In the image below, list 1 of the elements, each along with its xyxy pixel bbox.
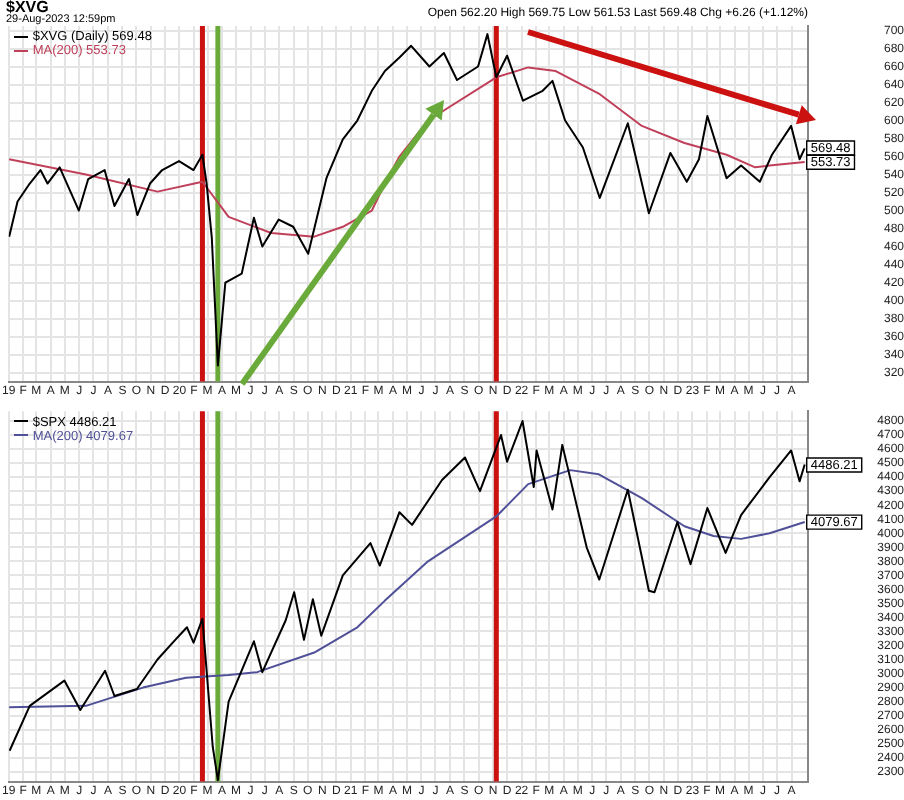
chart-title: $XVG: [6, 0, 49, 16]
